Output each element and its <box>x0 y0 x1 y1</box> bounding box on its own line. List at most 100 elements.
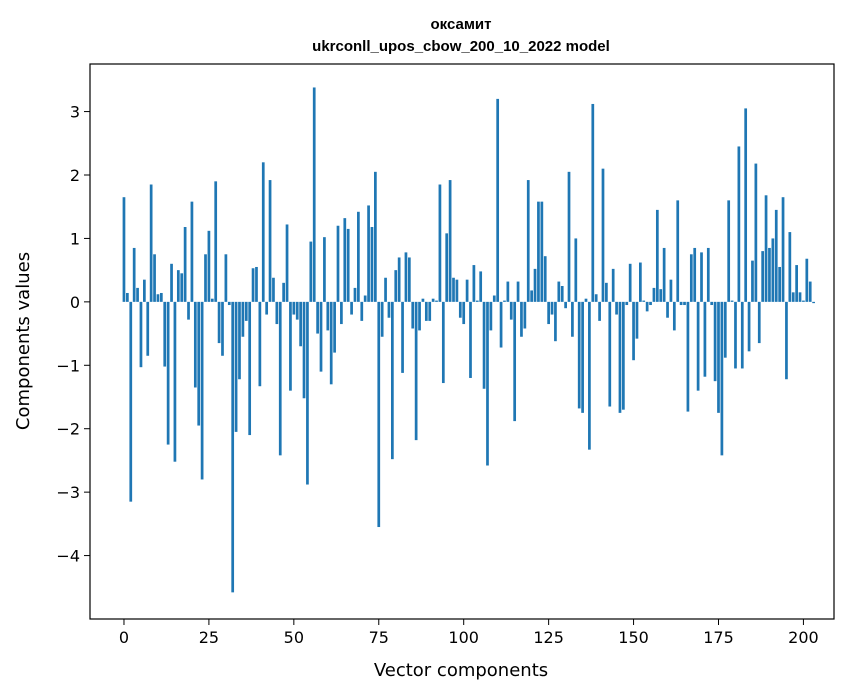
bar-164 <box>679 301 683 306</box>
bar-37 <box>248 301 252 436</box>
y-tick-label: 2 <box>70 166 80 185</box>
bar-87 <box>418 301 421 331</box>
bar-98 <box>455 279 459 302</box>
bar-15 <box>173 301 177 462</box>
bar-4 <box>136 287 139 302</box>
bar-18 <box>183 227 187 302</box>
bar-190 <box>768 247 771 302</box>
bar-13 <box>166 301 170 445</box>
bar-119 <box>526 180 530 302</box>
bar-113 <box>506 281 510 302</box>
bar-79 <box>391 301 394 460</box>
bar-160 <box>666 301 669 318</box>
bar-198 <box>795 265 798 302</box>
bar-180 <box>734 301 737 369</box>
bar-19 <box>187 301 190 320</box>
bar-118 <box>523 301 527 329</box>
bar-133 <box>574 238 578 302</box>
bar-176 <box>720 301 724 456</box>
bar-27 <box>214 181 218 302</box>
bar-173 <box>710 301 714 306</box>
bar-149 <box>628 263 632 302</box>
bar-154 <box>645 301 649 312</box>
bar-107 <box>486 301 489 466</box>
plot-frame <box>89 63 835 620</box>
bar-165 <box>683 301 686 306</box>
y-tick-label: −4 <box>56 547 80 566</box>
bar-53 <box>302 301 306 399</box>
bar-175 <box>717 301 720 413</box>
x-tick-label: 125 <box>533 628 564 647</box>
bar-124 <box>543 256 547 302</box>
bar-155 <box>649 301 652 306</box>
bar-170 <box>700 252 703 302</box>
x-tick-label: 50 <box>284 628 304 647</box>
bar-141 <box>601 168 605 302</box>
bar-40 <box>258 301 262 387</box>
bar-67 <box>350 301 353 315</box>
bar-14 <box>170 263 173 302</box>
bar-110 <box>496 98 500 302</box>
bar-115 <box>513 301 517 422</box>
bar-131 <box>567 171 571 302</box>
bar-188 <box>761 251 765 302</box>
bar-130 <box>564 301 567 309</box>
bar-92 <box>435 300 438 302</box>
bar-162 <box>672 301 676 331</box>
bar-28 <box>217 301 221 344</box>
bar-48 <box>285 224 289 302</box>
bar-152 <box>639 262 642 302</box>
bar-60 <box>326 301 330 331</box>
bar-3 <box>132 247 136 302</box>
bar-197 <box>791 292 795 302</box>
bar-75 <box>377 301 381 528</box>
bar-47 <box>282 282 285 302</box>
bar-122 <box>537 201 540 302</box>
bar-81 <box>397 257 401 302</box>
bar-49 <box>289 301 292 391</box>
bar-77 <box>384 277 387 302</box>
bar-181 <box>737 146 741 302</box>
bar-23 <box>200 301 204 480</box>
bar-16 <box>176 270 180 302</box>
x-axis-ticks: 0 25 50 75 100 125 150 175 200 <box>119 619 819 647</box>
bar-62 <box>333 301 336 353</box>
chart-subtitle: ukrconll_upos_cbow_200_10_2022 model <box>312 38 610 55</box>
bar-52 <box>299 301 302 347</box>
bar-5 <box>139 301 143 368</box>
bar-84 <box>407 257 411 302</box>
bar-65 <box>343 218 347 302</box>
bar-121 <box>533 268 537 302</box>
bar-103 <box>472 265 476 302</box>
bar-59 <box>323 237 326 302</box>
bar-22 <box>197 301 201 426</box>
bar-91 <box>431 298 435 302</box>
bar-151 <box>635 301 639 339</box>
bar-196 <box>788 232 792 302</box>
bar-169 <box>696 301 700 391</box>
bar-0 <box>122 197 126 302</box>
y-tick-label: −1 <box>56 356 80 375</box>
x-tick-label: 175 <box>703 628 734 647</box>
bar-96 <box>448 180 452 302</box>
bar-57 <box>316 301 319 334</box>
bar-161 <box>669 279 673 302</box>
y-tick-label: 3 <box>70 103 80 122</box>
y-tick-label: −3 <box>56 483 80 502</box>
bar-39 <box>255 266 258 302</box>
bar-34 <box>238 301 241 380</box>
bar-186 <box>754 163 758 302</box>
bar-10 <box>156 294 160 302</box>
bar-1 <box>126 292 129 302</box>
bar-177 <box>723 301 727 358</box>
bar-145 <box>615 301 618 315</box>
bar-171 <box>703 301 707 377</box>
bar-51 <box>295 301 299 320</box>
bar-166 <box>686 301 690 412</box>
y-axis-label: Components values <box>13 252 34 430</box>
bar-7 <box>146 301 150 356</box>
bar-143 <box>608 301 612 407</box>
bar-168 <box>693 247 697 302</box>
bar-123 <box>540 201 544 302</box>
bar-138 <box>591 103 595 302</box>
